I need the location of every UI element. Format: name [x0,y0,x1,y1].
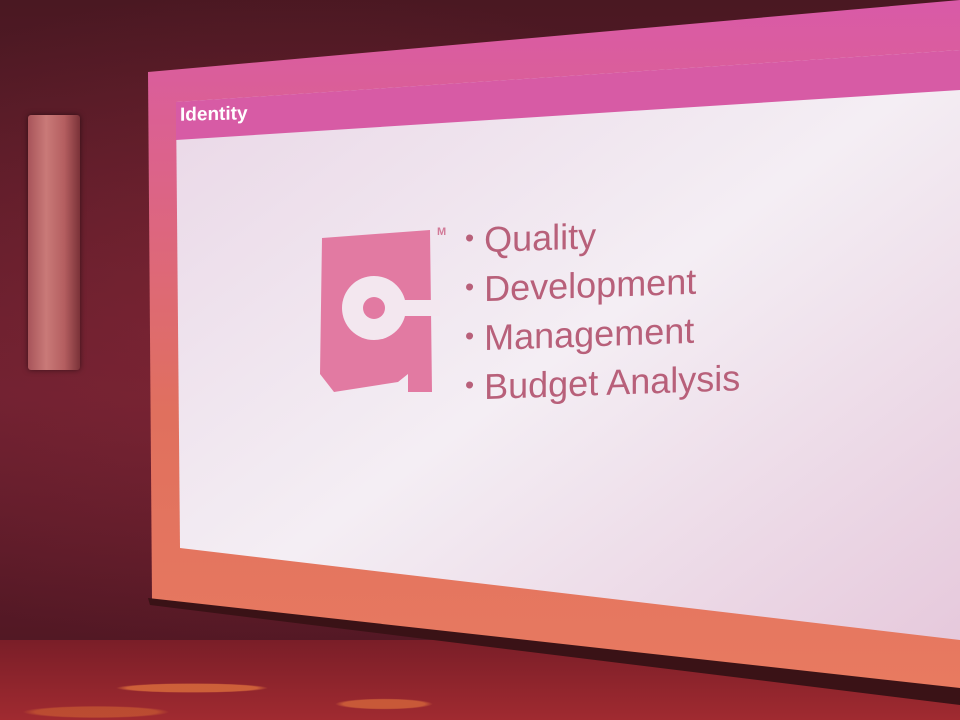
bullet-item-budget-analysis: Budget Analysis [465,352,740,411]
bullet-list: Quality Development Management Budget An… [465,205,740,411]
company-logo-icon [320,230,440,392]
trademark-mark: M [437,226,447,238]
wall-speaker [28,115,80,370]
slide-title: Identity [180,103,248,126]
